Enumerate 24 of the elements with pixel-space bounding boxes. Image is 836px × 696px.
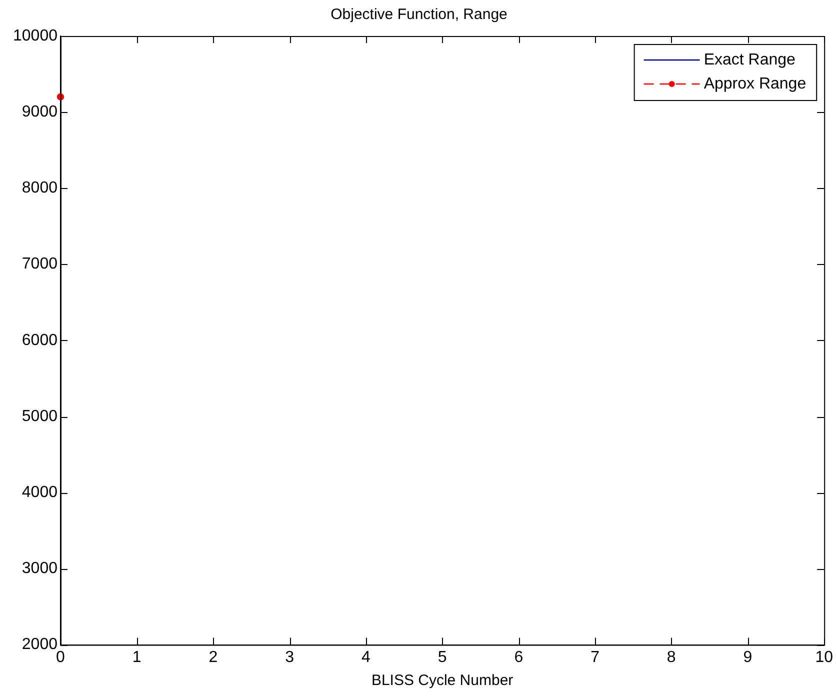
legend-label: Exact Range <box>704 51 796 68</box>
x-tick-label: 6 <box>514 648 524 666</box>
y-tick-label: 9000 <box>22 104 58 121</box>
x-axis-title: BLISS Cycle Number <box>371 672 514 690</box>
y-tick-label: 3000 <box>22 560 58 578</box>
x-tick-label: 2 <box>208 648 218 666</box>
y-tick-label: 4000 <box>22 484 58 502</box>
x-tick-label: 9 <box>743 648 752 666</box>
x-tick-label: 8 <box>666 648 676 666</box>
x-tick-label: 1 <box>132 648 142 666</box>
x-tick-label: 7 <box>590 648 600 666</box>
legend-label: Approx Range <box>704 75 806 92</box>
y-tick-label: 5000 <box>22 408 58 425</box>
y-tick-label: 10000 <box>12 27 58 44</box>
y-tick-label: 2000 <box>22 636 58 654</box>
x-tick-label: 0 <box>56 648 66 666</box>
y-tick-label: 6000 <box>22 332 58 349</box>
x-tick-label: 10 <box>815 648 834 666</box>
y-tick-label: 7000 <box>22 256 58 273</box>
x-tick-label: 5 <box>438 648 447 666</box>
x-tick-label: 3 <box>285 648 294 666</box>
y-tick-label: 8000 <box>22 180 58 197</box>
chart-title: Objective Function, Range <box>330 6 508 24</box>
x-tick-label: 4 <box>361 648 370 666</box>
